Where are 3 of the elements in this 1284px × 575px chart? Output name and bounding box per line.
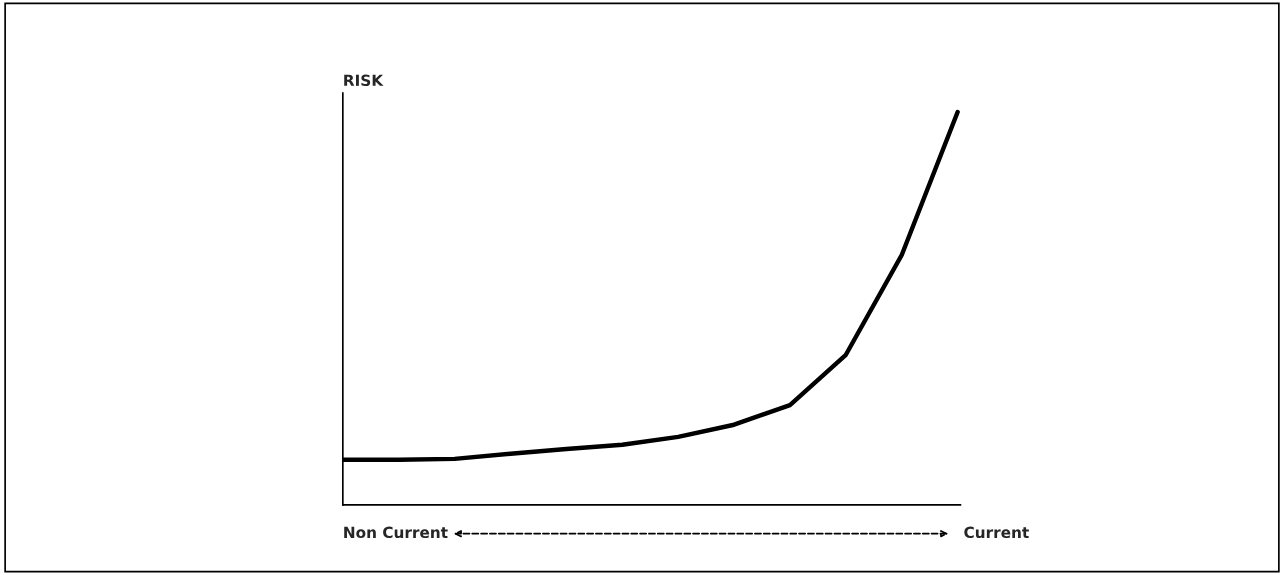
text: Non Current: [344, 526, 448, 539]
text: Current: [964, 526, 1029, 539]
y-axis-title: RISK: [344, 74, 384, 87]
